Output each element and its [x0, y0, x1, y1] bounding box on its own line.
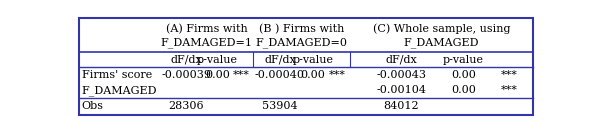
Text: (B ) Firms with
F_DAMAGED=0: (B ) Firms with F_DAMAGED=0	[256, 23, 347, 48]
Text: -0.00040: -0.00040	[255, 70, 305, 80]
Text: 84012: 84012	[383, 101, 419, 111]
Text: 28306: 28306	[168, 101, 204, 111]
Text: 0.00: 0.00	[451, 70, 476, 80]
Text: -0.00039: -0.00039	[161, 70, 211, 80]
FancyBboxPatch shape	[79, 18, 533, 116]
Text: 53904: 53904	[262, 101, 298, 111]
Text: p-value: p-value	[197, 55, 238, 65]
Text: Obs: Obs	[82, 101, 103, 111]
Text: dF/dx: dF/dx	[264, 55, 296, 65]
Text: p-value: p-value	[293, 55, 334, 65]
Text: dF/dx: dF/dx	[385, 55, 417, 65]
Text: (C) Whole sample, using
F_DAMAGED: (C) Whole sample, using F_DAMAGED	[373, 23, 510, 48]
Text: ***: ***	[500, 85, 518, 95]
Text: -0.00104: -0.00104	[376, 85, 426, 95]
Text: dF/dx: dF/dx	[170, 55, 202, 65]
Text: 0.00: 0.00	[205, 70, 230, 80]
Text: 0.00: 0.00	[451, 85, 476, 95]
Text: p-value: p-value	[443, 55, 484, 65]
Text: ***: ***	[232, 70, 249, 80]
Text: 0.00: 0.00	[300, 70, 325, 80]
Text: ***: ***	[500, 70, 518, 80]
Text: Firms' score: Firms' score	[82, 70, 152, 80]
Text: (A) Firms with
F_DAMAGED=1: (A) Firms with F_DAMAGED=1	[161, 23, 253, 48]
Text: -0.00043: -0.00043	[376, 70, 426, 80]
Text: ***: ***	[329, 70, 346, 80]
Text: F_DAMAGED: F_DAMAGED	[82, 85, 157, 96]
